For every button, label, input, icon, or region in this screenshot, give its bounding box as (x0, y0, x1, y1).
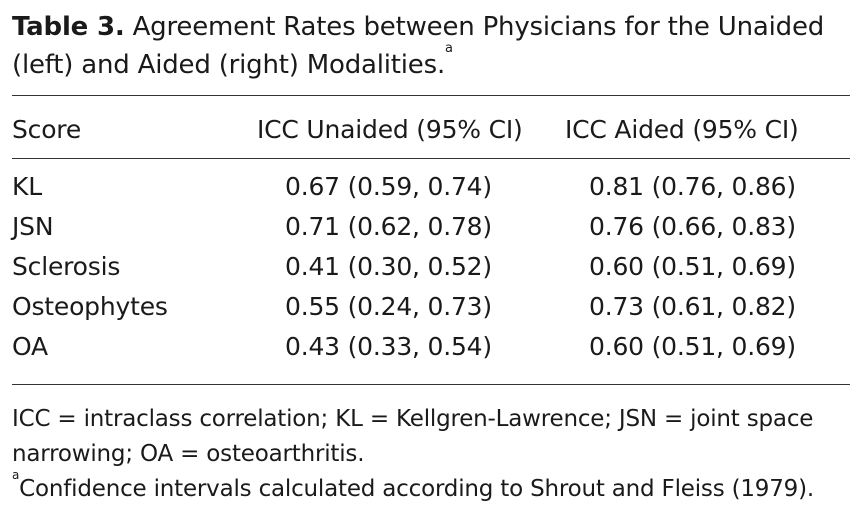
footnote-text: Confidence intervals calculated accordin… (19, 476, 814, 502)
cell-unaided: 0.43 (0.33, 0.54) (285, 331, 492, 361)
table-row: Osteophytes 0.55 (0.24, 0.73) 0.73 (0.61… (12, 286, 850, 326)
cell-aided: 0.76 (0.66, 0.83) (589, 211, 796, 241)
table-row: JSN 0.71 (0.62, 0.78) 0.76 (0.66, 0.83) (12, 206, 850, 246)
cell-score: KL (12, 171, 42, 201)
header-score: Score (12, 114, 82, 144)
cell-score: Sclerosis (12, 251, 121, 281)
cell-unaided: 0.41 (0.30, 0.52) (285, 251, 492, 281)
cell-aided: 0.60 (0.51, 0.69) (589, 251, 796, 281)
confidence-interval-note: aConfidence intervals calculated accordi… (12, 469, 857, 507)
table-top-rule (12, 95, 850, 96)
cell-unaided: 0.67 (0.59, 0.74) (285, 171, 492, 201)
agreement-table: Score ICC Unaided (95% CI) ICC Aided (95… (12, 106, 850, 366)
table-caption: Table 3. Agreement Rates between Physici… (12, 8, 857, 84)
table-number: Table 3. (12, 12, 125, 42)
table-row: KL 0.67 (0.59, 0.74) 0.81 (0.76, 0.86) (12, 152, 850, 206)
cell-unaided: 0.55 (0.24, 0.73) (285, 291, 492, 321)
table-row: Sclerosis 0.41 (0.30, 0.52) 0.60 (0.51, … (12, 246, 850, 286)
table-header-rule (12, 158, 850, 159)
footnote-marker: a (12, 468, 20, 482)
table-footnotes: ICC = intraclass correlation; KL = Kellg… (12, 402, 857, 507)
header-icc-aided: ICC Aided (95% CI) (565, 114, 799, 144)
cell-score: Osteophytes (12, 291, 168, 321)
cell-score: OA (12, 331, 48, 361)
cell-aided: 0.73 (0.61, 0.82) (589, 291, 796, 321)
caption-footnote-marker: a (445, 41, 453, 56)
table-header-row: Score ICC Unaided (95% CI) ICC Aided (95… (12, 106, 850, 152)
table-bottom-rule (12, 384, 850, 385)
cell-aided: 0.60 (0.51, 0.69) (589, 331, 796, 361)
table-row: OA 0.43 (0.33, 0.54) 0.60 (0.51, 0.69) (12, 326, 850, 366)
abbreviations-note: ICC = intraclass correlation; KL = Kellg… (12, 406, 814, 467)
caption-text: Agreement Rates between Physicians for t… (12, 12, 825, 80)
cell-aided: 0.81 (0.76, 0.86) (589, 171, 796, 201)
header-icc-unaided: ICC Unaided (95% CI) (257, 114, 523, 144)
cell-unaided: 0.71 (0.62, 0.78) (285, 211, 492, 241)
cell-score: JSN (12, 211, 54, 241)
